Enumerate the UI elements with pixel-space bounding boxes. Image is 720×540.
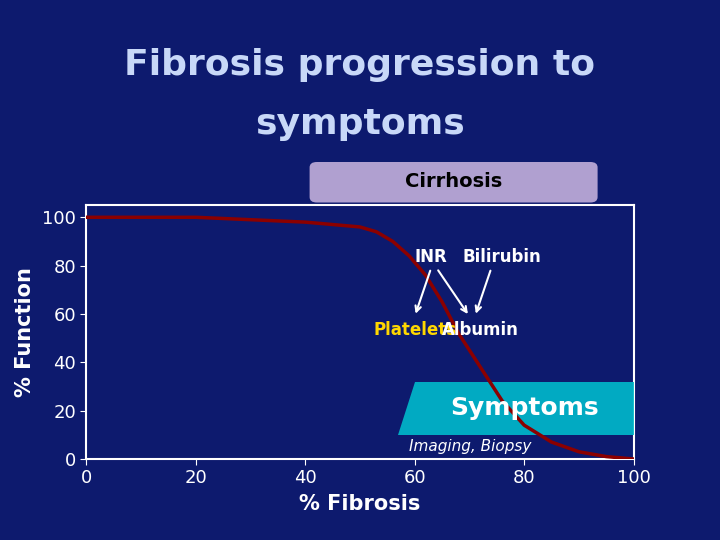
Text: Imaging, Biopsy: Imaging, Biopsy <box>409 440 531 455</box>
X-axis label: % Fibrosis: % Fibrosis <box>300 494 420 515</box>
Text: symptoms: symptoms <box>255 107 465 141</box>
Text: Albumin: Albumin <box>442 321 519 339</box>
Text: Platelets: Platelets <box>373 321 456 339</box>
Polygon shape <box>398 382 634 435</box>
Text: Fibrosis progression to: Fibrosis progression to <box>125 48 595 82</box>
Y-axis label: % Function: % Function <box>15 267 35 397</box>
Text: Symptoms: Symptoms <box>450 396 598 420</box>
Text: Cirrhosis: Cirrhosis <box>405 172 503 192</box>
Text: INR: INR <box>415 248 448 266</box>
Text: Bilirubin: Bilirubin <box>463 248 541 266</box>
